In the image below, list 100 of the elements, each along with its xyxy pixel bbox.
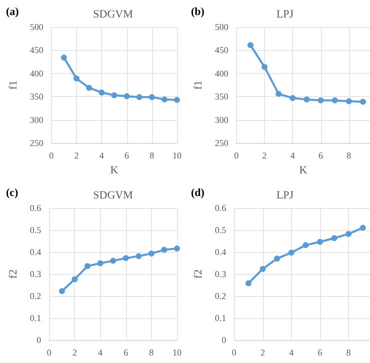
x-axis-title: K bbox=[299, 164, 308, 176]
y-axis-title: f2 bbox=[192, 269, 204, 279]
x-tick-label: 0 bbox=[234, 150, 240, 161]
point bbox=[360, 98, 366, 105]
y-tick-label: 300 bbox=[30, 114, 44, 125]
point bbox=[74, 76, 80, 82]
y-tick-label: 350 bbox=[214, 92, 229, 102]
point bbox=[174, 96, 180, 103]
chart-title: LPJ bbox=[276, 8, 294, 20]
x-tick-label: 6 bbox=[124, 348, 129, 358]
y-axis-title: f1 bbox=[8, 80, 20, 90]
point bbox=[60, 54, 67, 61]
x-tick-label: 4 bbox=[289, 348, 294, 358]
point bbox=[332, 97, 338, 104]
point bbox=[247, 42, 254, 48]
x-axis-title: K bbox=[110, 164, 118, 176]
y-tick-label: 0.6 bbox=[214, 203, 227, 213]
point bbox=[331, 235, 338, 242]
point bbox=[245, 280, 252, 286]
point bbox=[122, 255, 129, 262]
x-tick-label: 2 bbox=[74, 150, 79, 161]
y-tick-label: 0.3 bbox=[30, 269, 42, 279]
point bbox=[136, 253, 142, 260]
point bbox=[304, 96, 310, 102]
point bbox=[58, 288, 65, 294]
x-tick-label: 0 bbox=[46, 348, 52, 358]
x-tick-label: 6 bbox=[124, 150, 130, 161]
y-tick-label: 0.2 bbox=[214, 291, 226, 301]
y-tick-label: 0.1 bbox=[30, 313, 42, 323]
point bbox=[346, 230, 352, 237]
text: (a) bbox=[6, 6, 19, 18]
x-tick-label: 8 bbox=[150, 150, 155, 161]
point bbox=[110, 258, 116, 264]
point bbox=[346, 98, 352, 104]
y-tick-label: 0.4 bbox=[214, 247, 227, 257]
point bbox=[161, 96, 168, 102]
point bbox=[260, 266, 266, 272]
text: (b) bbox=[191, 6, 204, 18]
x-tick-label: 6 bbox=[318, 150, 324, 161]
point bbox=[148, 94, 155, 100]
y-tick-label: 0.5 bbox=[214, 225, 227, 235]
y-tick-label: 0.5 bbox=[30, 225, 42, 235]
text: (d) bbox=[191, 187, 204, 199]
point bbox=[124, 93, 130, 100]
x-tick-label: 0 bbox=[232, 348, 237, 358]
y-tick-label: 500 bbox=[30, 22, 44, 32]
y-tick-label: 500 bbox=[214, 22, 229, 32]
y-tick-label: 350 bbox=[30, 92, 44, 102]
y-tick-label: 0 bbox=[36, 335, 42, 345]
y-tick-label: 250 bbox=[30, 138, 44, 148]
y-tick-label: 0.3 bbox=[214, 269, 227, 279]
y-tick-label: 450 bbox=[30, 45, 44, 56]
x-tick-label: 10 bbox=[172, 150, 182, 161]
point bbox=[288, 250, 294, 256]
point bbox=[111, 92, 118, 98]
point bbox=[262, 64, 268, 70]
x-tick-label: 0 bbox=[49, 150, 54, 161]
x-tick-label: 4 bbox=[98, 348, 104, 358]
x-tick-label: 6 bbox=[318, 348, 323, 358]
point bbox=[97, 260, 104, 266]
point bbox=[72, 276, 78, 282]
y-tick-label: 400 bbox=[30, 68, 44, 78]
y-tick-label: 0.1 bbox=[214, 313, 226, 323]
x-tick-label: 4 bbox=[290, 150, 296, 161]
y-tick-label: 400 bbox=[214, 68, 229, 78]
x-tick-label: 2 bbox=[72, 348, 77, 358]
point bbox=[136, 94, 142, 100]
text: (c) bbox=[6, 187, 18, 199]
point bbox=[316, 238, 323, 245]
x-tick-label: 8 bbox=[149, 348, 154, 358]
point bbox=[274, 256, 280, 262]
point bbox=[360, 224, 366, 231]
x-tick-label: 10 bbox=[172, 348, 182, 358]
y-tick-label: 0.2 bbox=[30, 291, 42, 301]
x-tick-label: 2 bbox=[262, 150, 267, 161]
x-tick-label: 2 bbox=[260, 348, 265, 358]
point bbox=[161, 246, 168, 253]
chart-title: SDGVM bbox=[93, 190, 134, 202]
point bbox=[174, 245, 180, 252]
y-tick-label: 300 bbox=[214, 114, 229, 125]
point bbox=[148, 250, 154, 257]
y-axis-title: f2 bbox=[8, 269, 20, 279]
y-tick-label: 0.6 bbox=[30, 203, 42, 213]
chart-title: LPJ bbox=[276, 190, 294, 202]
point bbox=[290, 95, 296, 102]
y-tick-label: 0 bbox=[222, 335, 227, 345]
y-tick-label: 450 bbox=[214, 45, 229, 56]
y-axis-title: f1 bbox=[192, 80, 204, 90]
y-tick-label: 0.4 bbox=[30, 247, 42, 257]
x-tick-label: 4 bbox=[99, 150, 104, 161]
x-tick-label: 8 bbox=[346, 348, 352, 358]
point bbox=[318, 97, 324, 104]
chart-title: SDGVM bbox=[93, 8, 134, 20]
point bbox=[86, 84, 92, 91]
point bbox=[276, 90, 282, 97]
x-tick-label: 8 bbox=[346, 150, 352, 161]
point bbox=[98, 89, 105, 96]
y-tick-label: 250 bbox=[214, 138, 229, 148]
point bbox=[302, 242, 309, 248]
point bbox=[84, 263, 91, 270]
